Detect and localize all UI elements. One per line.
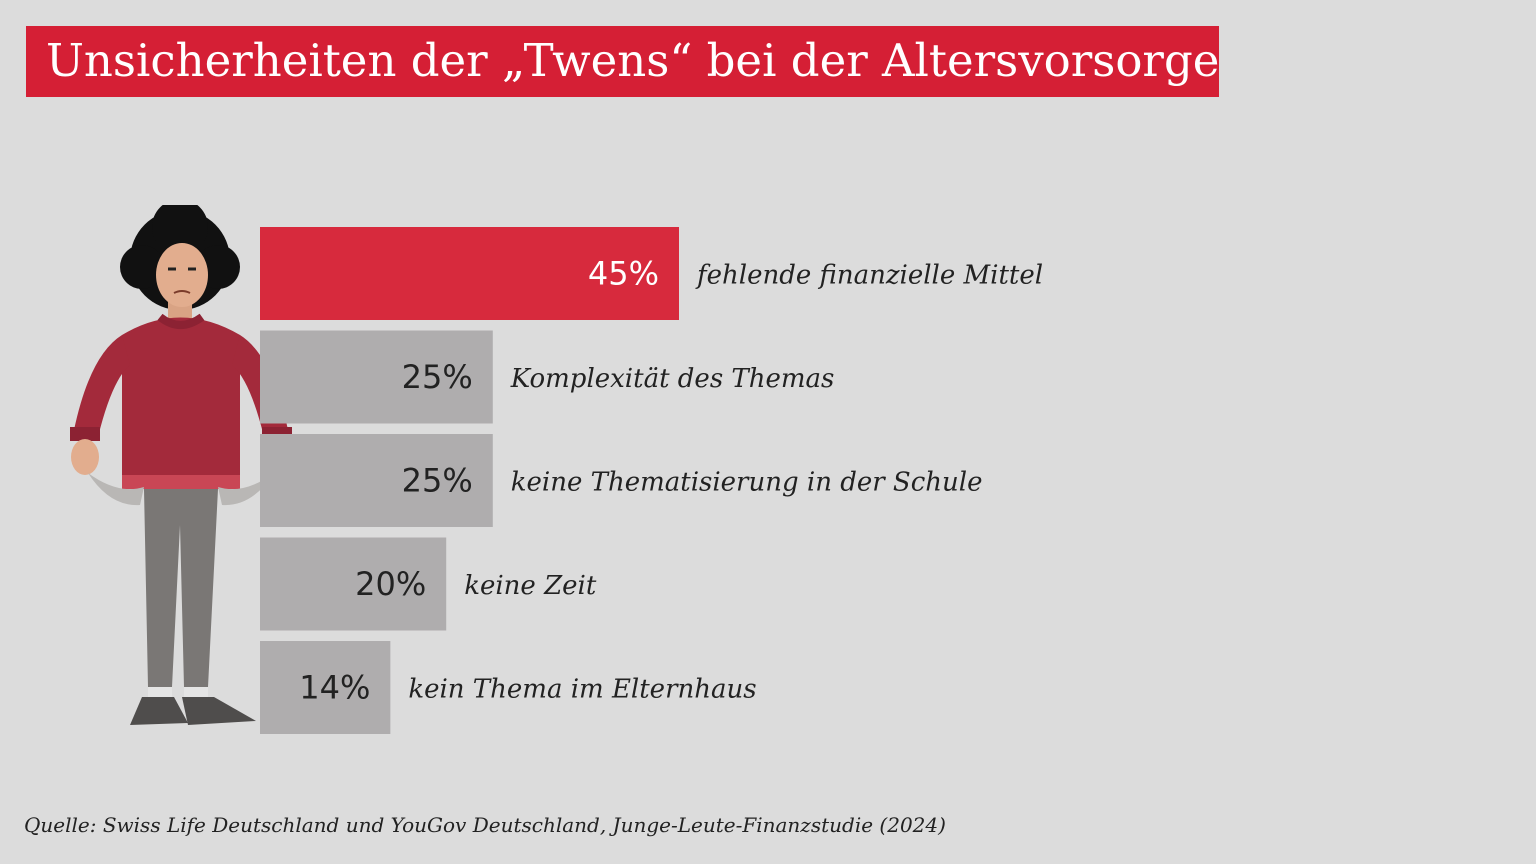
page-title: Unsicherheiten der „Twens“ bei der Alter… [46,34,1220,87]
bar-4 [260,537,447,631]
bar-category-label-4: keine Zeit [464,571,597,601]
bar-category-label-5: kein Thema im Elternhaus [408,675,756,705]
bar-category-label-2: Komplexität des Themas [510,364,835,394]
bar-category-label-1: fehlende finanzielle Mittel [695,261,1043,291]
bar-3 [260,434,493,527]
title-banner: Unsicherheiten der „Twens“ bei der Alter… [26,26,1219,97]
bar-value-label-5: 14% [299,669,370,707]
bar-value-label-3: 25% [402,462,473,500]
bar-value-label-4: 20% [355,565,426,603]
bar-1 [260,227,679,320]
bar-value-label-2: 25% [402,358,473,396]
bar-5 [260,641,391,734]
source-note: Quelle: Swiss Life Deutschland und YouGo… [24,813,946,837]
bar-category-label-3: keine Thematisierung in der Schule [511,468,983,498]
bar-value-label-1: 45% [588,255,659,293]
bar-2 [260,330,493,424]
